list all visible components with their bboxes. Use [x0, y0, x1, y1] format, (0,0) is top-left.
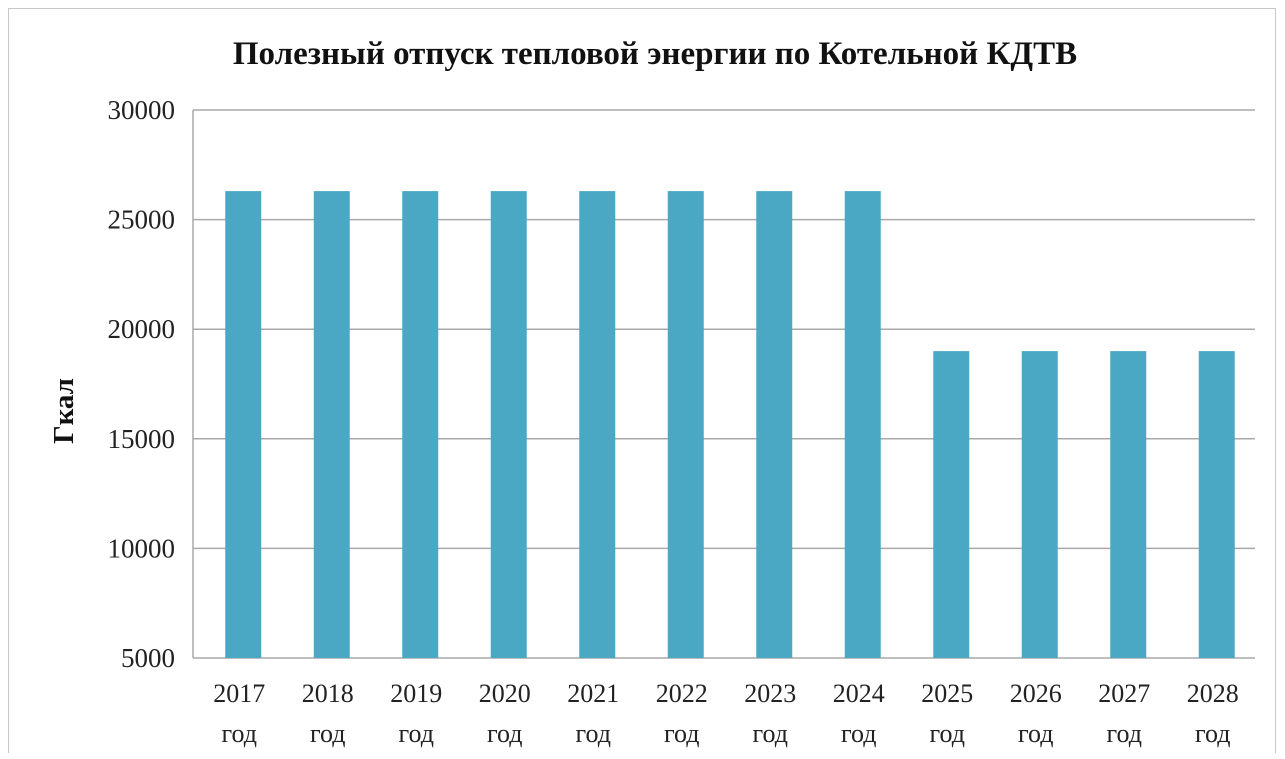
- bars: [225, 191, 1235, 658]
- x-tick-label: год: [399, 719, 435, 748]
- y-tick-label: 30000: [108, 95, 176, 125]
- x-tick-label: год: [1195, 719, 1231, 748]
- y-tick-label: 5000: [121, 643, 175, 673]
- x-tick-label: 2017: [213, 679, 265, 708]
- x-tick-label: год: [1107, 719, 1143, 748]
- x-tick-label: 2025: [921, 679, 973, 708]
- x-tick-label: год: [1018, 719, 1054, 748]
- x-tick-label: 2026: [1010, 679, 1062, 708]
- x-tick-label: 2024: [833, 679, 885, 708]
- x-tick-label: год: [753, 719, 789, 748]
- x-tick-label: год: [222, 719, 258, 748]
- y-tick-label: 20000: [108, 314, 176, 344]
- x-tick-label: 2027: [1098, 679, 1150, 708]
- bar: [1110, 351, 1147, 658]
- x-tick-label: год: [310, 719, 346, 748]
- x-tick-label: 2023: [744, 679, 796, 708]
- x-tick-label: 2019: [390, 679, 442, 708]
- bar: [579, 191, 616, 658]
- x-tick-label: год: [576, 719, 612, 748]
- x-tick-label: год: [487, 719, 523, 748]
- chart-frame: [8, 8, 1276, 753]
- x-tick-label: 2028: [1187, 679, 1239, 708]
- x-axis-ticks: 2017 год 2018 год 2019 год 2020 год 2021 год 2022 г…: [213, 679, 1239, 748]
- x-tick-label: год: [930, 719, 966, 748]
- chart-title: Полезный отпуск тепловой энергии по Коте…: [232, 36, 1078, 72]
- x-tick-label: 2021: [567, 679, 619, 708]
- y-axis-ticks: 5000 10000 15000 20000 25000 30000: [108, 95, 176, 673]
- bar: [313, 191, 350, 658]
- bar: [933, 351, 970, 658]
- x-tick-label: 2022: [656, 679, 708, 708]
- bar: [225, 191, 262, 658]
- x-tick-label: год: [664, 719, 700, 748]
- bar: [844, 191, 881, 658]
- gridlines: [192, 109, 1255, 659]
- bar: [402, 191, 439, 658]
- bar: [667, 191, 704, 658]
- x-tick-label: год: [841, 719, 877, 748]
- x-tick-label: 2020: [479, 679, 531, 708]
- x-tick-label: 2018: [302, 679, 354, 708]
- bar: [490, 191, 527, 658]
- bar: [1198, 351, 1235, 658]
- bar: [756, 191, 793, 658]
- y-tick-label: 10000: [108, 533, 176, 563]
- y-tick-label: 15000: [108, 424, 176, 454]
- y-tick-label: 25000: [108, 205, 176, 235]
- bar: [1021, 351, 1058, 658]
